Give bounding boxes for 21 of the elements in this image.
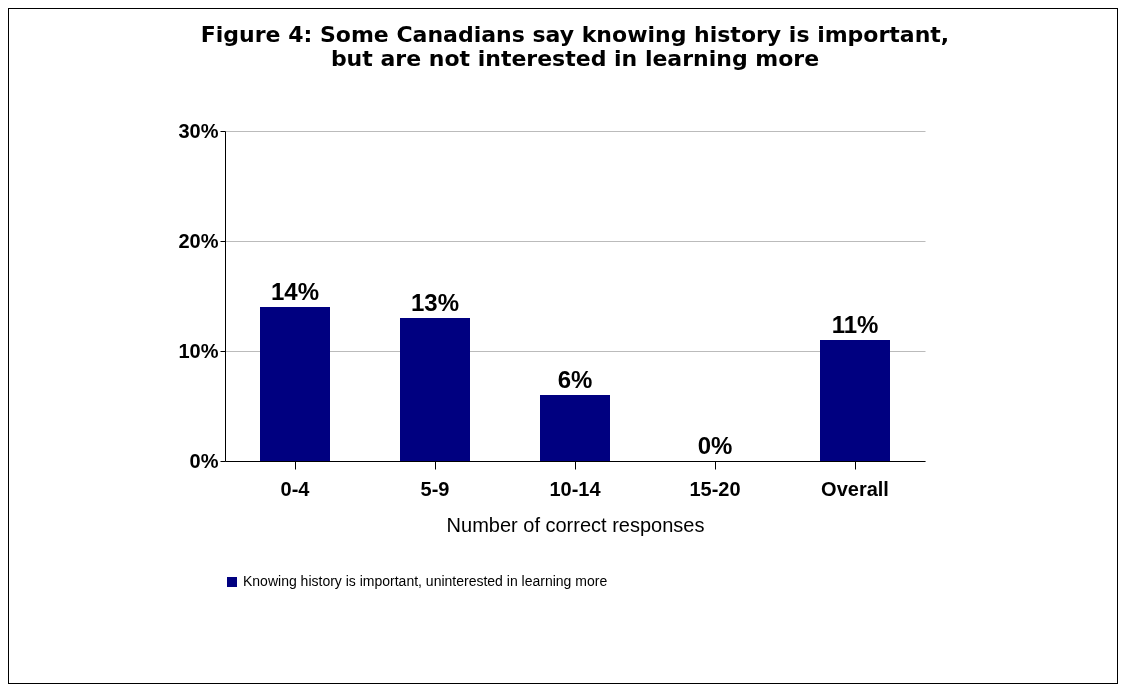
bar [539,395,610,461]
x-tick-label: 5-9 [420,477,449,500]
data-label: 14% [270,278,319,305]
data-label: 13% [410,289,459,316]
data-label: 11% [831,311,878,338]
x-tick-label: Overall [820,477,889,500]
x-axis-title: Number of correct responses [446,513,704,536]
y-tick-label: 10% [177,339,219,362]
data-label: 6% [557,366,592,393]
data-label: 0% [697,432,732,459]
y-tick-label: 0% [189,449,219,472]
bar [819,340,890,461]
x-tick-label: 0-4 [280,477,310,500]
chart-title: Figure 4: Some Canadians say knowing history is important, but are not interested in learning more [200,22,949,71]
bar [399,318,470,461]
x-tick-label: 10-14 [548,477,601,500]
legend-label: Knowing history is important, uninterested in learning more [242,573,607,589]
bar [259,307,330,461]
x-tick-label: 15-20 [688,477,741,500]
y-tick-label: 30% [177,119,219,142]
y-tick-label: 20% [177,229,219,252]
